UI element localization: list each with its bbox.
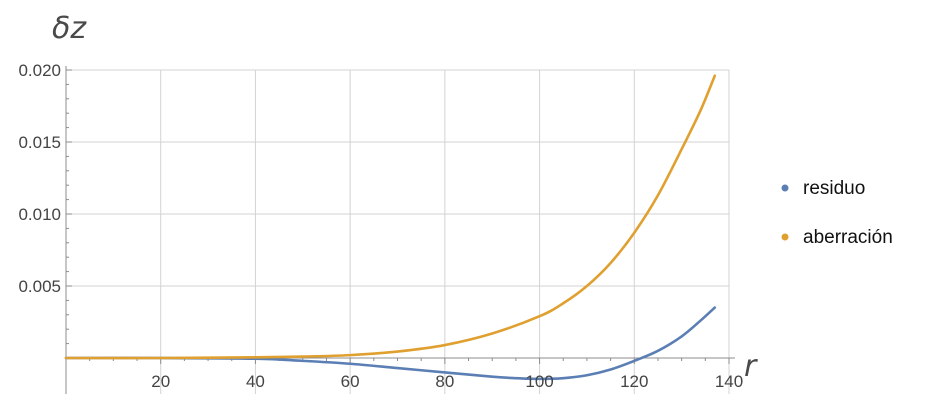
x-tick-label-140: 140 — [715, 372, 743, 391]
series-layer — [64, 74, 717, 381]
series-line-residuo — [64, 306, 717, 381]
series-line-aberracion — [64, 74, 717, 360]
x-axis-label: r — [744, 349, 758, 384]
y-tick-label-0.015: 0.015 — [18, 133, 61, 152]
y-axis-label: δz — [52, 11, 87, 46]
y-tick-label-0.005: 0.005 — [18, 277, 61, 296]
legend-label-aberracion: aberración — [803, 227, 893, 248]
x-tick-label-100: 100 — [525, 372, 553, 391]
tick-labels: 20 40 60 80 100 120 140 0.005 0.010 0.015 0.020 — [18, 61, 743, 391]
y-tick-label-0.010: 0.010 — [18, 205, 61, 224]
x-tick-label-40: 40 — [246, 372, 265, 391]
legend: residuo aberración — [781, 178, 893, 248]
grid-lines — [66, 69, 730, 394]
legend-label-residuo: residuo — [803, 178, 865, 199]
legend-marker-residuo — [781, 184, 789, 192]
x-tick-label-120: 120 — [620, 372, 648, 391]
x-tick-label-80: 80 — [435, 372, 454, 391]
minor-ticks — [65, 69, 730, 364]
x-tick-label-60: 60 — [341, 372, 360, 391]
legend-marker-aberracion — [781, 233, 789, 241]
y-tick-label-0.020: 0.020 — [18, 61, 61, 80]
x-tick-label-20: 20 — [151, 372, 170, 391]
